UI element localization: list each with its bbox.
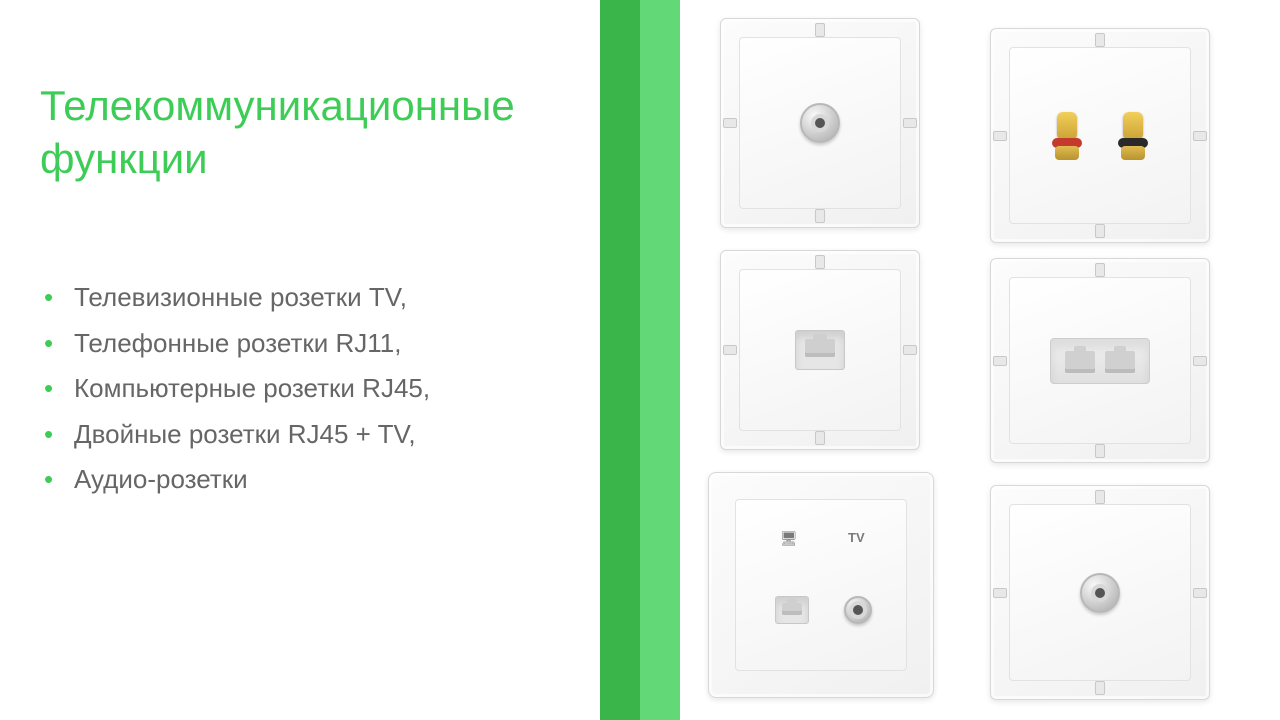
rj-double-port-icon [1050, 338, 1150, 384]
slide: Телекоммуникационные функции Телевизионн… [0, 0, 1280, 720]
socket-audio [990, 28, 1210, 243]
bullet-item: Телефонные розетки RJ11, [40, 321, 560, 367]
tv-label: TV [848, 530, 865, 545]
bullet-item: Телевизионные розетки TV, [40, 275, 560, 321]
coax-connector-icon [1080, 573, 1120, 613]
bullet-item: Двойные розетки RJ45 + TV, [40, 412, 560, 458]
accent-stripe-light [640, 0, 680, 720]
computer-icon: 🖥 [780, 530, 798, 547]
socket-tv [990, 485, 1210, 700]
audio-post-right-icon [1118, 112, 1148, 160]
bullet-item: Аудио-розетки [40, 457, 560, 503]
text-column: Телекоммуникационные функции Телевизионн… [0, 0, 600, 720]
bullet-item: Компьютерные розетки RJ45, [40, 366, 560, 412]
socket-rj-tv-combo: 🖥 TV [708, 472, 934, 698]
coax-connector-icon [844, 596, 872, 624]
rj-port-icon [795, 330, 845, 370]
socket-rj-double [990, 258, 1210, 463]
product-grid: 🖥 TV [680, 0, 1280, 720]
coax-connector-icon [800, 103, 840, 143]
rj-port-icon [775, 596, 809, 624]
bullet-list: Телевизионные розетки TV, Телефонные роз… [40, 275, 560, 503]
socket-tv [720, 18, 920, 228]
audio-post-left-icon [1052, 112, 1082, 160]
accent-stripe-dark [600, 0, 640, 720]
socket-rj-single [720, 250, 920, 450]
slide-title: Телекоммуникационные функции [40, 80, 560, 185]
